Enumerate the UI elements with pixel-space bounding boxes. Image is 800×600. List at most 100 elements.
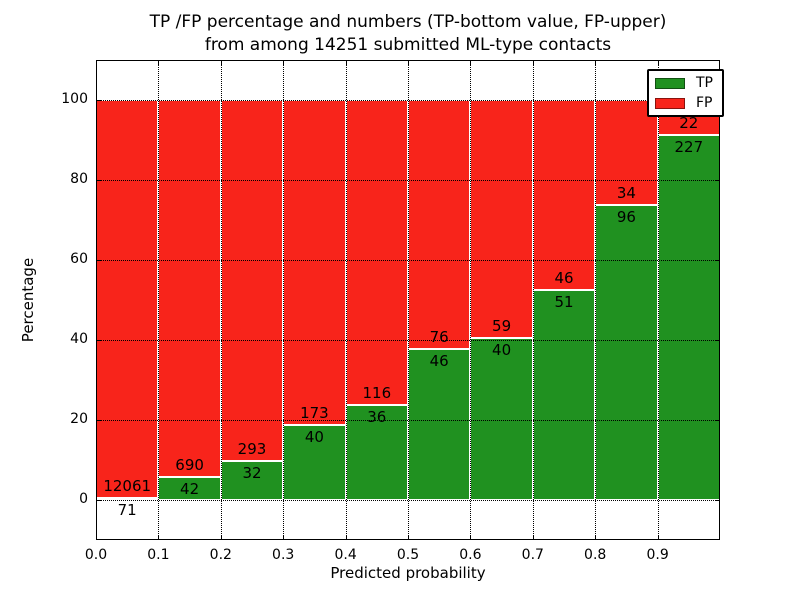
x-axis-label: Predicted probability bbox=[330, 564, 486, 582]
fp-bar-segment bbox=[470, 100, 533, 339]
x-tickmark-top bbox=[595, 60, 597, 65]
x-tickmark-bottom bbox=[470, 535, 472, 540]
y-tick-label: 80 bbox=[70, 171, 88, 187]
x-tickmark-bottom bbox=[532, 535, 534, 540]
fp-bar-segment bbox=[595, 100, 658, 205]
tp-count-label: 42 bbox=[180, 480, 200, 499]
vertical-gridline bbox=[657, 60, 659, 540]
tp-count-label: 36 bbox=[367, 408, 387, 427]
x-tickmark-top bbox=[532, 60, 534, 65]
x-tick-label: 0.1 bbox=[147, 547, 170, 563]
tp-count-label: 40 bbox=[492, 341, 512, 360]
tp-count-label: 46 bbox=[429, 352, 449, 371]
fp-bar-segment bbox=[345, 100, 408, 406]
vertical-gridline bbox=[470, 60, 472, 540]
x-tick-label: 0.5 bbox=[396, 547, 420, 563]
x-tickmark-top bbox=[470, 60, 472, 65]
x-tick-label: 0.3 bbox=[272, 547, 295, 563]
y-tickmark-left bbox=[96, 340, 101, 341]
x-tickmark-bottom bbox=[158, 535, 160, 540]
y-tick-label: 20 bbox=[70, 411, 88, 427]
fp-count-label: 173 bbox=[300, 403, 329, 422]
legend-entry: FP bbox=[655, 95, 713, 111]
legend-label-tp: TP bbox=[696, 75, 713, 91]
fp-bar-segment bbox=[283, 100, 346, 425]
fp-count-label: 293 bbox=[237, 439, 267, 458]
chart-title-line1: TP /FP percentage and numbers (TP-bottom… bbox=[149, 12, 667, 32]
x-tickmark-bottom bbox=[220, 535, 222, 540]
fp-count-label: 22 bbox=[679, 114, 699, 133]
x-tickmark-top bbox=[657, 60, 659, 65]
x-tickmark-top bbox=[220, 60, 222, 65]
x-tickmark-bottom bbox=[408, 535, 409, 540]
chart-title: TP /FP percentage and numbers (TP-bottom… bbox=[96, 11, 720, 57]
fp-count-label: 46 bbox=[554, 268, 574, 287]
tp-count-label: 51 bbox=[554, 292, 574, 311]
x-tick-label: 0.7 bbox=[521, 547, 544, 563]
tp-count-label: 227 bbox=[674, 138, 704, 157]
legend-swatch-tp bbox=[655, 77, 685, 89]
tp-count-label: 32 bbox=[242, 463, 262, 482]
y-tickmark-right bbox=[715, 260, 720, 261]
vertical-gridline bbox=[158, 60, 160, 540]
x-tickmark-bottom bbox=[657, 535, 659, 540]
vertical-gridline bbox=[408, 60, 409, 540]
y-tickmark-left bbox=[96, 420, 101, 421]
tp-bar-segment bbox=[408, 349, 471, 500]
y-tickmark-left bbox=[96, 100, 101, 101]
tp-count-label: 96 bbox=[616, 207, 636, 226]
x-tickmark-bottom bbox=[96, 535, 97, 540]
x-tick-label: 0.0 bbox=[84, 547, 108, 563]
x-tickmark-top bbox=[345, 60, 347, 65]
x-tick-label: 0.8 bbox=[584, 547, 607, 563]
y-tickmark-left bbox=[96, 180, 101, 181]
x-tickmark-top bbox=[283, 60, 285, 65]
x-tickmark-top bbox=[408, 60, 409, 65]
y-axis-label: Percentage bbox=[19, 257, 37, 343]
legend: TP FP bbox=[647, 69, 724, 117]
y-tickmark-left bbox=[96, 500, 101, 501]
vertical-gridline bbox=[532, 60, 534, 540]
tp-count-label: 40 bbox=[304, 427, 324, 446]
vertical-gridline bbox=[345, 60, 347, 540]
x-tick-label: 0.2 bbox=[209, 547, 232, 563]
x-tick-label: 0.4 bbox=[334, 547, 357, 563]
tp-count-label: 71 bbox=[117, 500, 137, 519]
fp-count-label: 116 bbox=[362, 384, 392, 403]
y-tickmark-right bbox=[715, 340, 720, 341]
y-tick-label: 100 bbox=[61, 91, 88, 107]
y-tick-label: 0 bbox=[79, 491, 88, 507]
x-tickmark-top bbox=[96, 60, 97, 65]
y-tick-label: 60 bbox=[70, 251, 88, 267]
tp-bar-segment bbox=[470, 338, 533, 500]
x-tickmark-bottom bbox=[283, 535, 285, 540]
legend-label-fp: FP bbox=[696, 95, 713, 111]
y-tickmark-left bbox=[96, 260, 101, 261]
fp-count-label: 59 bbox=[492, 317, 512, 336]
plot-area: 12061 71 690 42 293 32 173 40 116 36 76 46 59 40 46 51 3… bbox=[96, 60, 720, 540]
vertical-gridline bbox=[220, 60, 222, 540]
tp-bar-segment bbox=[595, 204, 658, 500]
y-tickmark-right bbox=[715, 420, 720, 421]
x-tick-label: 0.9 bbox=[646, 547, 669, 563]
vertical-gridline bbox=[595, 60, 597, 540]
x-tickmark-bottom bbox=[595, 535, 597, 540]
tp-bar-segment bbox=[657, 135, 720, 500]
y-tickmark-right bbox=[715, 500, 720, 501]
vertical-gridline bbox=[283, 60, 285, 540]
tp-bar-segment bbox=[220, 460, 284, 500]
fp-bar-segment bbox=[532, 100, 596, 290]
tp-bar-segment bbox=[532, 289, 596, 500]
legend-swatch-fp bbox=[655, 97, 685, 109]
fp-bar-segment bbox=[408, 100, 471, 350]
fp-count-label: 76 bbox=[429, 328, 449, 347]
x-tickmark-top bbox=[158, 60, 160, 65]
fp-bar-segment bbox=[220, 100, 284, 461]
x-tick-label: 0.6 bbox=[459, 547, 482, 563]
x-tickmark-bottom bbox=[345, 535, 347, 540]
y-tick-label: 40 bbox=[70, 331, 88, 347]
fp-count-label: 34 bbox=[616, 183, 636, 202]
fp-count-label: 690 bbox=[175, 456, 204, 475]
fp-bar-segment bbox=[96, 100, 159, 498]
y-tickmark-right bbox=[715, 180, 720, 181]
